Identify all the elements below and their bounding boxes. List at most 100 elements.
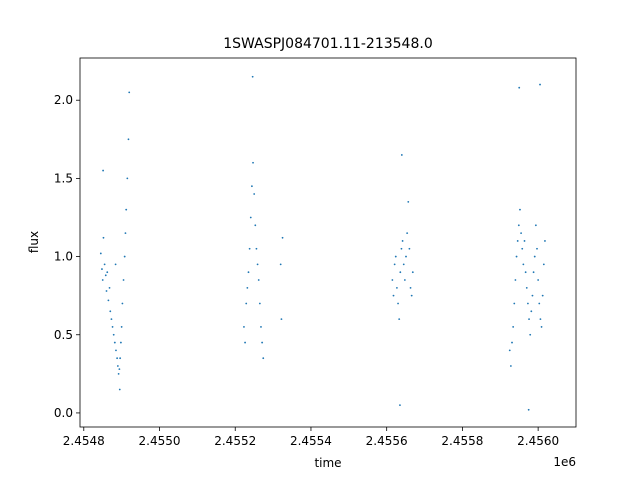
data-point [127, 138, 130, 141]
data-point [125, 208, 128, 211]
y-axis: 0.0 0.5 1.0 1.5 2.0 [54, 93, 80, 420]
x-tick-label: 2.4550 [139, 434, 181, 448]
data-point [101, 279, 104, 281]
data-point [108, 286, 111, 289]
data-point [120, 326, 123, 328]
data-point [106, 271, 109, 274]
y-tick-label: 1.5 [54, 171, 73, 185]
data-point [399, 404, 401, 407]
y-tick-label: 2.0 [54, 93, 73, 107]
data-point [519, 208, 521, 211]
data-point [280, 318, 283, 321]
data-point [405, 255, 407, 258]
data-point [539, 318, 542, 321]
data-point [114, 263, 117, 266]
data-point [119, 357, 122, 360]
y-tick-label: 1.0 [54, 250, 73, 264]
data-point [508, 349, 511, 352]
data-point [408, 247, 411, 250]
data-point [107, 299, 110, 302]
data-point [122, 279, 125, 281]
data-point [245, 302, 248, 305]
chart-title: 1SWASPJ084701.11-213548.0 [223, 36, 432, 52]
data-point [244, 341, 246, 344]
x-tick-label: 2.4560 [517, 434, 559, 448]
data-point [532, 271, 535, 274]
data-point [254, 224, 257, 227]
data-point [123, 255, 126, 258]
data-point [539, 83, 541, 86]
data-point [398, 318, 401, 321]
data-point [512, 326, 515, 328]
data-point [520, 232, 522, 235]
data-point [537, 279, 540, 281]
data-point [117, 372, 120, 375]
data-point [112, 333, 115, 336]
data-point [258, 302, 261, 305]
data-point [255, 247, 258, 250]
data-point [118, 388, 121, 391]
data-point [522, 263, 525, 266]
data-point [104, 274, 107, 277]
y-axis-label: flux [27, 231, 41, 253]
data-point [544, 240, 546, 242]
data-point [118, 368, 121, 371]
data-point [511, 341, 513, 344]
data-point [518, 86, 521, 89]
data-point [116, 357, 119, 360]
data-point [402, 263, 405, 266]
data-point [527, 302, 529, 305]
data-point [128, 91, 131, 94]
data-point [399, 271, 402, 274]
data-point [521, 247, 524, 250]
data-point [249, 216, 252, 219]
data-point [261, 341, 264, 344]
data-point [530, 310, 533, 313]
data-point [279, 263, 282, 266]
data-point [260, 326, 262, 328]
data-point [103, 263, 106, 266]
data-point [251, 185, 253, 188]
data-point [392, 294, 395, 297]
data-point [246, 286, 249, 289]
data-point [113, 341, 116, 344]
data-point [513, 302, 516, 305]
data-point [281, 236, 284, 239]
x-tick-label: 2.4556 [366, 434, 408, 448]
data-point [527, 408, 530, 411]
data-point [262, 357, 265, 360]
data-point [126, 177, 129, 180]
data-point [517, 224, 520, 227]
x-tick-label: 2.4558 [441, 434, 483, 448]
data-point [542, 263, 545, 266]
data-point [252, 161, 254, 164]
data-point [514, 279, 517, 281]
data-point [534, 224, 537, 227]
data-point [121, 302, 124, 305]
data-point [541, 294, 544, 297]
data-point [407, 200, 410, 203]
data-point [243, 326, 245, 328]
data-point [538, 302, 541, 305]
data-point [247, 271, 250, 274]
data-point [111, 326, 114, 328]
data-point [393, 263, 396, 266]
data-point [251, 75, 254, 78]
data-point [102, 169, 104, 172]
data-point [256, 263, 259, 266]
x-tick-label: 2.4554 [290, 434, 332, 448]
data-point [124, 232, 127, 235]
data-point [109, 310, 112, 313]
x-axis: 2.4548 2.4550 2.4552 2.4554 2.4556 2.4558 2.45… [63, 427, 559, 448]
data-point [99, 252, 102, 255]
data-point [391, 279, 394, 281]
data-point [509, 365, 512, 367]
data-point [406, 232, 409, 235]
data-point [529, 333, 532, 336]
data-point [528, 318, 530, 321]
data-point [119, 341, 122, 344]
data-point [524, 271, 527, 274]
x-axis-offset-label: 1e6 [553, 455, 576, 469]
data-point [515, 255, 518, 258]
